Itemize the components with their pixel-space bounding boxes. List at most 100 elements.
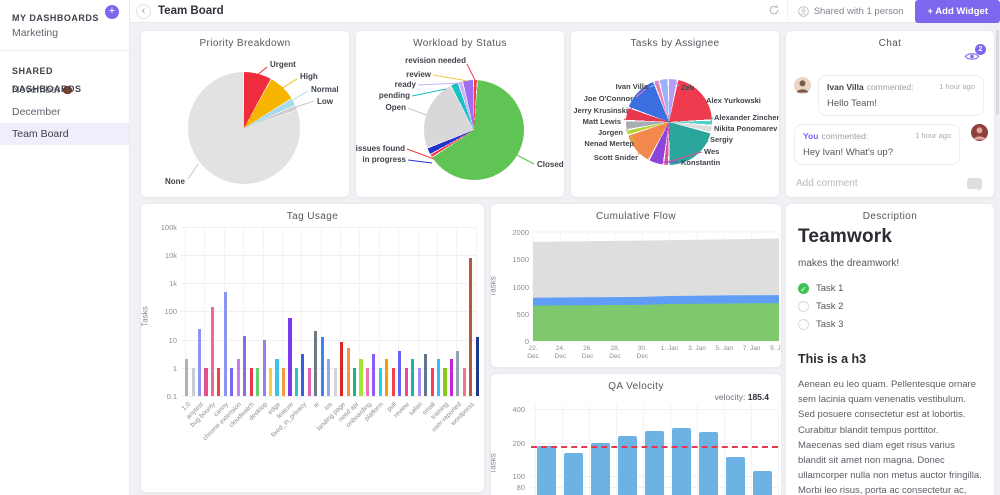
topbar: ‹ Team Board Shared with 1 person + Add … <box>130 0 1000 23</box>
chat-message: You commented: 1 hour ago Hey Ivan! What's … <box>794 124 960 165</box>
add-dashboard-button[interactable]: + <box>105 5 119 19</box>
bar[interactable] <box>236 359 240 396</box>
bar[interactable] <box>411 359 415 396</box>
bar[interactable] <box>185 359 189 396</box>
bar[interactable] <box>327 359 331 396</box>
bar[interactable] <box>197 328 202 396</box>
bar[interactable] <box>398 350 402 396</box>
bar[interactable] <box>672 428 691 495</box>
bar[interactable] <box>320 337 324 396</box>
bar[interactable] <box>288 317 292 396</box>
bar[interactable] <box>281 367 286 396</box>
bar[interactable] <box>443 367 447 396</box>
widget-cumulative-flow[interactable]: Cumulative Flow Tasks 2000 1500 1000 500 0 22… <box>490 203 782 368</box>
bar[interactable] <box>353 367 357 396</box>
widget-chat[interactable]: Chat 2 Ivan Villa commented: 1 hour ago Hel… <box>785 30 995 198</box>
bar[interactable] <box>223 291 227 396</box>
gridline <box>181 283 477 284</box>
bar[interactable] <box>436 359 441 396</box>
bar[interactable] <box>217 367 221 396</box>
widget-priority-breakdown[interactable]: Priority Breakdown Urgent High Normal Low No… <box>140 30 350 198</box>
add-comment-input[interactable]: Add comment <box>796 178 858 189</box>
bar[interactable] <box>359 359 363 396</box>
bar[interactable] <box>469 257 473 396</box>
velocity-annotation: velocity: 185.4 <box>714 392 769 402</box>
back-button[interactable]: ‹ <box>136 4 151 19</box>
bar[interactable] <box>307 367 311 396</box>
bar[interactable] <box>210 306 214 396</box>
sidebar-item-team-board[interactable]: Team Board <box>0 123 129 145</box>
bar[interactable] <box>378 367 382 396</box>
watchers-eye-icon[interactable] <box>964 49 980 67</box>
bar[interactable] <box>462 367 466 396</box>
scrollbar[interactable] <box>996 30 999 115</box>
add-widget-button[interactable]: + Add Widget <box>915 0 1000 23</box>
sidebar-item-marketing[interactable]: Marketing <box>12 27 59 39</box>
widget-tag-usage[interactable]: Tag Usage Tasks 100k 10k 1k 100 10 1 0.1 1.0 any… <box>140 203 485 493</box>
unchecked-icon[interactable] <box>798 319 809 330</box>
bar[interactable] <box>372 354 376 396</box>
bar[interactable] <box>269 367 273 396</box>
unchecked-icon[interactable] <box>798 301 809 312</box>
bar[interactable] <box>430 367 434 396</box>
bar[interactable] <box>256 367 260 396</box>
shared-with-button[interactable]: Shared with 1 person <box>786 0 916 23</box>
gridline <box>181 227 477 228</box>
bar[interactable] <box>262 339 266 396</box>
widget-title: Cumulative Flow <box>596 211 676 222</box>
widget-qa-velocity[interactable]: QA Velocity velocity: 185.4 Tasks 400 200… <box>490 373 782 495</box>
checked-icon[interactable]: ✓ <box>798 283 809 294</box>
bar[interactable] <box>591 443 610 495</box>
bar[interactable] <box>456 350 460 396</box>
checklist-item[interactable]: Task 3 <box>798 319 982 330</box>
bar[interactable] <box>294 367 298 396</box>
area-chart[interactable] <box>491 204 782 368</box>
bar[interactable] <box>340 342 344 396</box>
pie-label: Sergiy <box>710 135 733 144</box>
bar[interactable] <box>417 367 421 396</box>
bar[interactable] <box>249 367 253 396</box>
bar[interactable] <box>449 359 454 396</box>
bar[interactable] <box>753 470 772 495</box>
bar[interactable] <box>365 367 370 396</box>
bar[interactable] <box>564 453 583 495</box>
pie-pie-assignee[interactable] <box>626 79 712 165</box>
widget-workload-by-status[interactable]: Workload by Status revision needed review… <box>355 30 565 198</box>
bar[interactable] <box>645 431 664 495</box>
pie-label: Alex Yurkowski <box>706 96 761 105</box>
bar[interactable] <box>333 367 337 396</box>
bar[interactable] <box>243 335 247 396</box>
bar[interactable] <box>424 354 428 396</box>
pie-label: Nenad Mertep <box>584 139 634 148</box>
bar[interactable] <box>346 348 350 396</box>
y-axis-tick: 100k <box>160 223 177 232</box>
bar[interactable] <box>618 436 637 495</box>
pie-pie-workload[interactable] <box>424 80 524 180</box>
bar[interactable] <box>191 367 195 396</box>
refresh-icon[interactable] <box>761 3 787 21</box>
bar[interactable] <box>275 359 279 396</box>
watchers-count-badge: 2 <box>975 44 986 55</box>
bar[interactable] <box>726 456 745 495</box>
gridline <box>535 404 536 495</box>
bar[interactable] <box>391 367 395 396</box>
pie-label: High <box>300 72 318 81</box>
pie-pie-priority[interactable] <box>188 72 300 184</box>
bar[interactable] <box>385 359 389 396</box>
bar[interactable] <box>699 432 718 495</box>
widget-tasks-by-assignee[interactable]: Tasks by Assignee Ivan Villa Joe O'Connor… <box>570 30 780 198</box>
checklist-item[interactable]: Task 2 <box>798 301 982 312</box>
bar[interactable] <box>314 331 318 396</box>
pie-label: Konstantin <box>681 158 721 167</box>
bar[interactable] <box>230 367 234 396</box>
sidebar-item-november[interactable]: November <box>0 79 129 101</box>
bar[interactable] <box>204 367 208 396</box>
bar[interactable] <box>301 354 305 396</box>
bar[interactable] <box>537 446 556 495</box>
widget-description[interactable]: Description Teamwork makes the dreamwork… <box>785 203 995 495</box>
gridline <box>398 227 400 396</box>
sidebar-item-december[interactable]: December <box>12 106 61 118</box>
checklist-item[interactable]: ✓ Task 1 <box>798 283 982 294</box>
bar[interactable] <box>475 337 479 396</box>
bar[interactable] <box>404 367 408 396</box>
